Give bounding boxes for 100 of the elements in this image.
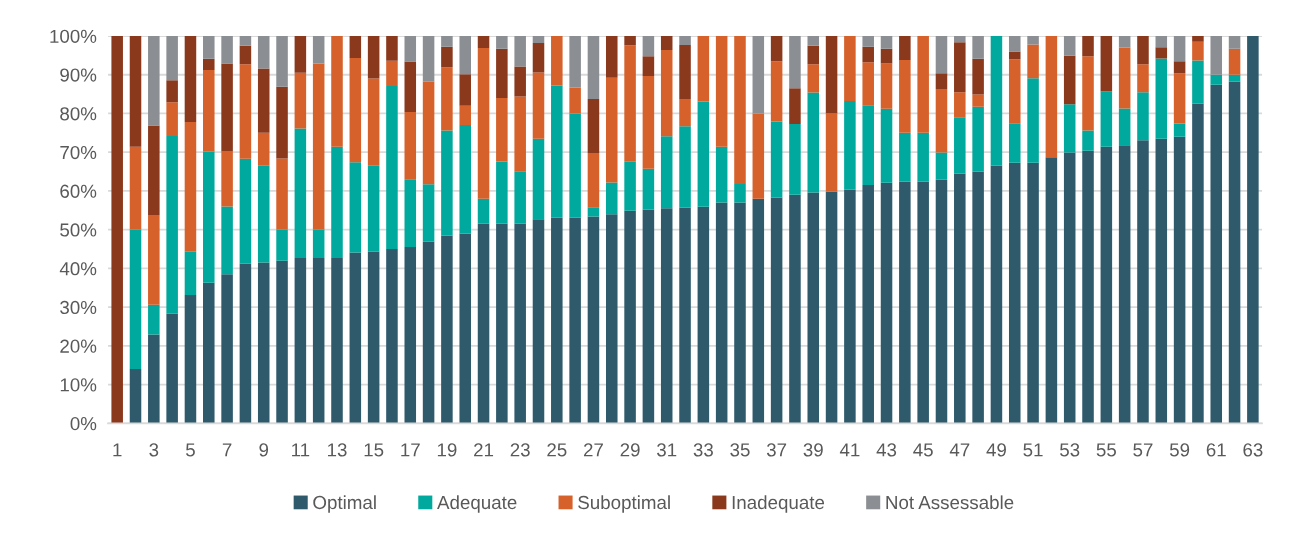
bar (935, 179, 948, 424)
bar (1173, 35, 1186, 62)
bar (917, 132, 929, 182)
bar (990, 165, 1003, 424)
bar (367, 251, 380, 424)
bar (1137, 140, 1149, 424)
bar (642, 168, 655, 210)
x-tick-label: 45 (913, 443, 933, 457)
bar (148, 214, 160, 305)
bar (1137, 92, 1149, 141)
y-tick-label: 90% (60, 68, 97, 82)
bar (166, 313, 178, 424)
bar (770, 61, 783, 122)
bar (532, 35, 545, 43)
bar (349, 35, 362, 59)
bar (789, 88, 801, 124)
y-tick-label: 50% (60, 223, 97, 237)
bar (587, 207, 600, 217)
bar (880, 35, 893, 49)
y-tick-label: 60% (60, 184, 97, 198)
bar (221, 151, 233, 207)
x-tick-label: 21 (474, 443, 494, 457)
y-tick-label: 0% (70, 417, 97, 431)
bar (221, 35, 233, 64)
bar (1210, 74, 1223, 85)
bar (184, 295, 197, 424)
x-tick-label: 1 (113, 443, 122, 457)
bar (1192, 103, 1204, 424)
bar (422, 241, 435, 424)
bar (1008, 35, 1021, 52)
bar (404, 35, 417, 62)
bar (679, 44, 691, 100)
bar (459, 74, 471, 106)
x-tick-label: 49 (986, 443, 1006, 457)
bar (899, 132, 911, 182)
x-tick-label: 25 (547, 443, 567, 457)
bar (1082, 150, 1094, 424)
bar (899, 35, 911, 61)
bar (386, 60, 398, 86)
bar (221, 206, 233, 275)
x-tick-label: 41 (839, 443, 860, 457)
x-tick-label: 59 (1169, 443, 1190, 457)
bar (697, 101, 710, 207)
bar (734, 202, 746, 424)
legend-label: Optimal (313, 495, 376, 513)
bar (990, 35, 1003, 166)
bar (715, 35, 728, 147)
bar (935, 35, 948, 74)
y-tick-label: 100% (50, 29, 97, 43)
bar (935, 89, 948, 153)
bar (1063, 152, 1076, 424)
bar (1192, 41, 1204, 61)
bar (825, 191, 838, 424)
bar (1082, 130, 1094, 151)
bar (1063, 55, 1076, 105)
bar (752, 113, 765, 199)
bar (166, 135, 178, 314)
bar (1228, 74, 1241, 82)
bar (1027, 162, 1039, 424)
bar (312, 229, 325, 258)
bar (972, 35, 984, 59)
bar (367, 165, 380, 252)
bar (1100, 146, 1113, 424)
bar (1137, 64, 1149, 93)
bar (239, 64, 252, 159)
bar (257, 68, 270, 133)
bar (1082, 35, 1094, 57)
bar (844, 35, 856, 102)
bar (880, 108, 893, 183)
bar (422, 35, 435, 82)
bar (770, 121, 783, 198)
bar (111, 35, 123, 424)
bar (166, 102, 178, 136)
bar (239, 158, 252, 264)
bar (312, 257, 325, 424)
bar (660, 136, 673, 209)
legend-label: Suboptimal (578, 495, 670, 513)
bar (660, 49, 673, 137)
bar (349, 162, 362, 253)
bar (752, 198, 765, 424)
bar (441, 130, 453, 236)
bar (294, 128, 307, 258)
bar (1082, 56, 1094, 131)
bar (825, 113, 838, 192)
bar (294, 72, 307, 129)
bar (1118, 108, 1131, 146)
bar (239, 263, 252, 424)
y-tick-label: 10% (60, 378, 97, 392)
bar (862, 185, 874, 424)
bar (294, 257, 307, 424)
y-tick-label: 40% (59, 262, 97, 276)
bar (715, 202, 728, 424)
bar (1155, 138, 1168, 424)
bar (624, 210, 636, 424)
bar (441, 67, 453, 131)
x-tick-label: 35 (730, 443, 750, 457)
bar (844, 101, 856, 190)
bar (1008, 51, 1021, 60)
bar (642, 75, 655, 169)
bar (386, 249, 398, 424)
